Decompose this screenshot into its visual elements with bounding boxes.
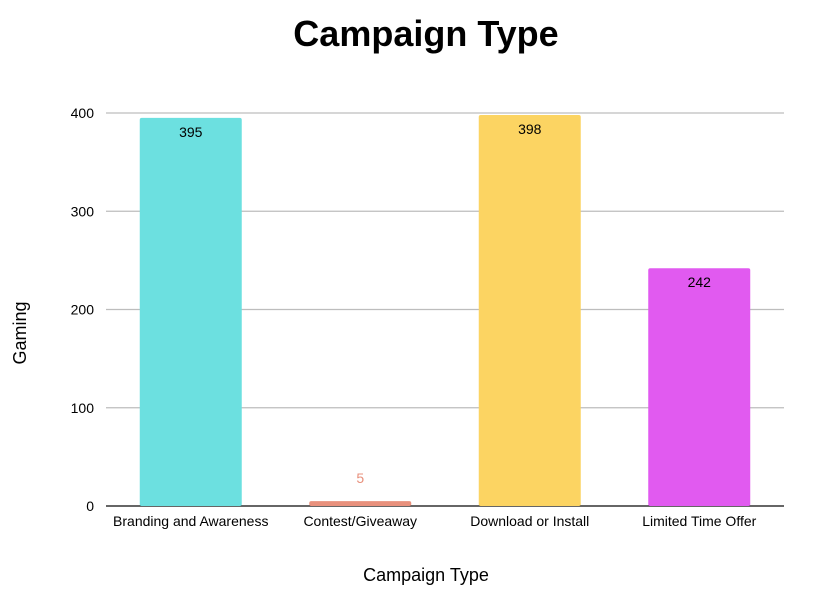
x-tick-label: Download or Install (470, 513, 589, 529)
x-tick-label: Limited Time Offer (642, 513, 756, 529)
data-label: 5 (356, 470, 364, 486)
x-tick-labels: Branding and Awareness Contest/Giveaway Do… (113, 513, 757, 529)
y-tick-label: 100 (71, 400, 95, 416)
y-tick-label: 0 (86, 498, 94, 514)
bar (478, 114, 581, 506)
y-axis-label: Gaming (10, 301, 30, 364)
chart-title: Campaign Type (293, 13, 558, 54)
data-label: 395 (179, 124, 203, 140)
x-tick-label: Branding and Awareness (113, 513, 268, 529)
y-tick-label: 200 (71, 302, 95, 318)
data-label: 398 (518, 121, 542, 137)
data-labels: 395 5 398 242 (179, 121, 711, 486)
bar (648, 268, 751, 506)
x-tick-label: Contest/Giveaway (303, 513, 417, 529)
y-tick-label: 400 (71, 105, 95, 121)
x-axis-label: Campaign Type (363, 565, 489, 585)
bar (139, 117, 242, 506)
bars (139, 114, 751, 506)
y-tick-label: 300 (71, 203, 95, 219)
bar (309, 501, 412, 506)
data-label: 242 (688, 274, 712, 290)
y-tick-labels: 0 100 200 300 400 (71, 105, 95, 514)
